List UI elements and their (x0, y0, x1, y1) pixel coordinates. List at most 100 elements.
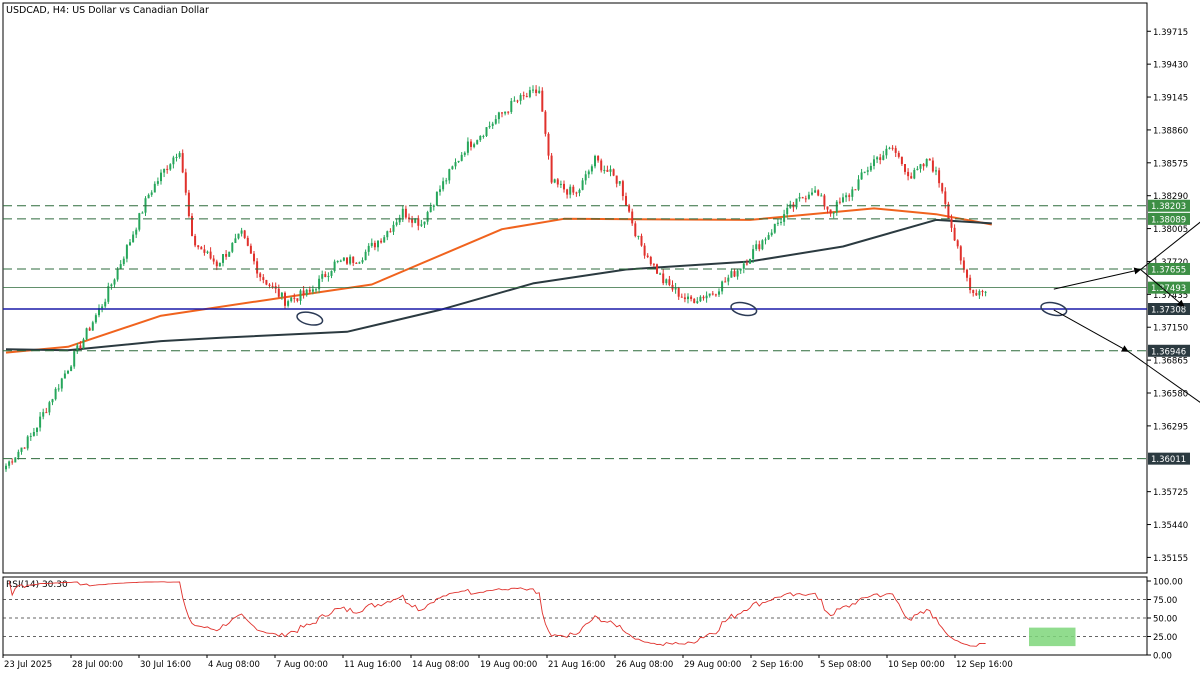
candle-body (869, 165, 872, 171)
candle-body (755, 244, 758, 250)
rsi-tick-label: 25.00 (1153, 633, 1177, 643)
candle-body (119, 264, 122, 270)
level-badge (1148, 262, 1190, 275)
candle-body (659, 273, 662, 275)
candle-body (429, 206, 432, 213)
candle-body (532, 89, 534, 91)
moving-average-line (5, 207, 992, 354)
candle-body (504, 111, 507, 114)
candle-body (439, 189, 441, 192)
candle-body (817, 190, 820, 196)
candle-body (916, 168, 919, 170)
candle-body (975, 293, 978, 296)
candle-body (395, 222, 398, 225)
candle-body (163, 168, 166, 173)
candle-body (194, 235, 197, 246)
candle-body (370, 242, 373, 246)
candle-body (873, 159, 875, 166)
candle-body (885, 148, 888, 156)
candle-body (51, 399, 54, 403)
candle-body (94, 315, 97, 323)
candle-body (339, 260, 342, 262)
level-badge (1148, 344, 1190, 357)
candle-body (42, 412, 45, 417)
level-badge-label: 1.38089 (1151, 215, 1186, 225)
candle-body (807, 194, 810, 199)
candle-body (649, 256, 652, 265)
candle-body (621, 181, 624, 197)
candle-body (160, 172, 162, 182)
candle-body (783, 214, 786, 222)
rsi-line (8, 580, 986, 647)
candle-body (23, 447, 26, 449)
candle-body (57, 388, 60, 390)
time-tick-label: 26 Aug 08:00 (616, 660, 673, 670)
moving-average-line (5, 218, 992, 352)
projection-arrow (1140, 269, 1185, 307)
candle-body (197, 245, 200, 248)
candle-body (702, 296, 705, 299)
candle-body (392, 224, 395, 232)
candle-body (634, 223, 637, 237)
time-tick-label: 30 Jul 16:00 (140, 660, 191, 670)
candle-body (947, 203, 950, 219)
candle-body (501, 112, 503, 114)
candle-body (181, 153, 184, 173)
candle-body (358, 262, 361, 264)
candle-body (721, 281, 724, 292)
candle-body (98, 308, 100, 316)
candle-body (321, 274, 324, 279)
candle-body (845, 195, 848, 198)
candle-body (36, 427, 38, 433)
candle-body (367, 245, 370, 252)
level-badge-label: 1.36011 (1151, 455, 1186, 465)
candle-body (132, 234, 135, 243)
candle-body (404, 208, 407, 218)
candle-body (54, 388, 57, 400)
candle-body (280, 292, 283, 297)
candle-body (606, 169, 609, 172)
candle-body (687, 296, 689, 300)
candle-body (600, 160, 603, 171)
candle-body (953, 227, 956, 241)
candle-body (544, 111, 547, 134)
candle-body (482, 135, 485, 137)
candle-body (327, 275, 330, 278)
candle-body (352, 256, 355, 263)
candle-body (553, 179, 556, 183)
candle-body (758, 244, 761, 250)
candle-body (919, 164, 922, 169)
rsi-title: RSI(14) 30.30 (6, 580, 68, 590)
candle-body (842, 197, 844, 202)
candle-body (547, 133, 550, 156)
candle-body (442, 181, 445, 190)
candle-body (714, 294, 717, 296)
candle-body (104, 301, 107, 307)
projection-arrow (1053, 267, 1142, 290)
rsi-pane-frame (2, 576, 1148, 656)
candle-body (730, 271, 733, 278)
price-tick-label: 1.35155 (1153, 554, 1188, 564)
candle-body (742, 263, 745, 269)
candle-body (718, 291, 720, 295)
candle-body (253, 253, 255, 262)
candle-body (631, 211, 634, 224)
candle-body (618, 181, 621, 184)
candle-body (913, 169, 916, 179)
candle-body (981, 291, 984, 293)
candle-body (48, 402, 51, 413)
candle-body (67, 370, 69, 374)
candle-body (978, 291, 981, 296)
candle-body (411, 219, 414, 223)
candle-body (891, 147, 894, 149)
candle-body (525, 96, 528, 98)
candle-body (225, 254, 228, 257)
candle-body (73, 351, 76, 367)
candle-body (662, 273, 665, 284)
time-tick-label: 10 Sep 00:00 (888, 660, 945, 670)
candle-body (228, 251, 231, 257)
candle-body (628, 205, 631, 212)
price-tick-label: 1.39430 (1153, 61, 1188, 71)
